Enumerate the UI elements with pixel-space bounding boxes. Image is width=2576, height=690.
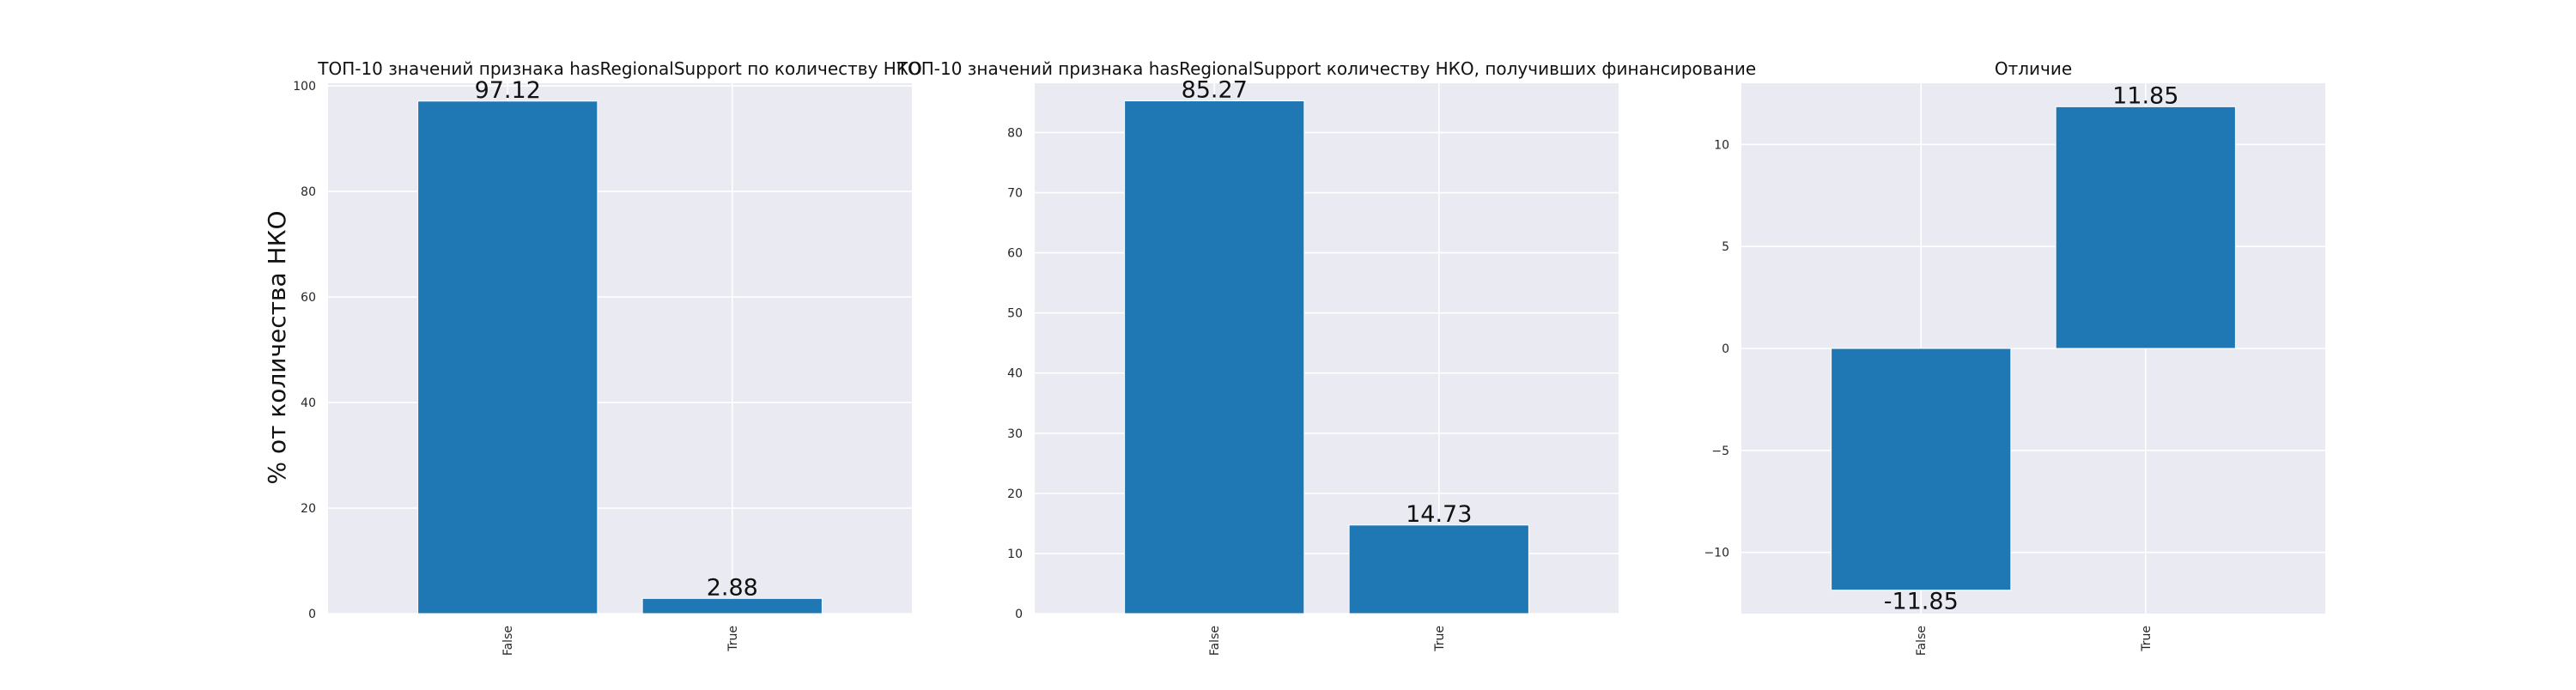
y-tick-label: −10 — [1704, 547, 1729, 560]
chart-panel-1: 0 20 40 60 80 100 97.12 False 2.88 True ТОП-10 зна… — [293, 58, 921, 656]
y-tick-label: 60 — [1007, 247, 1023, 261]
y-tick-label: 40 — [301, 396, 316, 410]
y-tick-label: 50 — [1007, 307, 1023, 321]
x-tick-label: True — [2140, 626, 2154, 652]
bar-value-label: 97.12 — [475, 77, 541, 104]
bar-value-label: 14.73 — [1406, 501, 1472, 528]
chart-title: ТОП-10 значений признака hasRegionalSupp… — [317, 58, 922, 79]
shared-y-axis-label: % от количества НКО — [263, 211, 291, 485]
x-tick-label: True — [1433, 626, 1447, 652]
bar-value-label: 11.85 — [2112, 82, 2178, 109]
y-tick-label: 80 — [1007, 126, 1023, 140]
bar-false — [1124, 100, 1305, 614]
bar-true — [1348, 524, 1529, 614]
y-tick-label: 60 — [301, 291, 316, 305]
y-tick-label: 20 — [1007, 487, 1023, 501]
y-tick-label: −5 — [1711, 445, 1729, 458]
x-tick-label: False — [1208, 626, 1222, 656]
bar-true — [2055, 106, 2236, 349]
x-tick-label: False — [1915, 626, 1929, 656]
x-tick-label: True — [726, 626, 740, 652]
y-tick-label: 10 — [1007, 548, 1023, 561]
y-tick-label: 40 — [1007, 367, 1023, 381]
bar-true — [641, 597, 823, 614]
bar-value-label: 2.88 — [707, 574, 758, 601]
chart-panel-2: 0102030405060708085.27False14.73TrueТОП-… — [896, 58, 1756, 656]
y-tick-label: 30 — [1007, 427, 1023, 441]
bar-false — [417, 100, 598, 614]
y-tick-label: 100 — [293, 80, 316, 94]
chart-title: ТОП-10 значений признака hasRegionalSupp… — [896, 58, 1756, 79]
y-tick-label: 0 — [1015, 608, 1023, 621]
y-tick-label: 0 — [1722, 342, 1729, 356]
bar-value-label: 85.27 — [1182, 77, 1248, 104]
x-tick-label: False — [501, 626, 515, 656]
y-tick-label: 20 — [301, 502, 316, 516]
plot-background — [1035, 83, 1619, 614]
bar-value-label: -11.85 — [1884, 589, 1959, 615]
bar-false — [1831, 348, 2012, 591]
y-tick-label: 0 — [308, 608, 316, 621]
y-tick-label: 5 — [1722, 240, 1729, 254]
chart-panel-3: −10 −5 0 5 10 -11.85 False 11.85 True Отличие — [1704, 58, 2325, 656]
y-tick-label: 10 — [1714, 138, 1729, 152]
y-tick-label: 80 — [301, 185, 316, 199]
plot-background — [328, 83, 912, 614]
chart-title: Отличие — [1995, 58, 2072, 79]
y-tick-label: 70 — [1007, 187, 1023, 201]
